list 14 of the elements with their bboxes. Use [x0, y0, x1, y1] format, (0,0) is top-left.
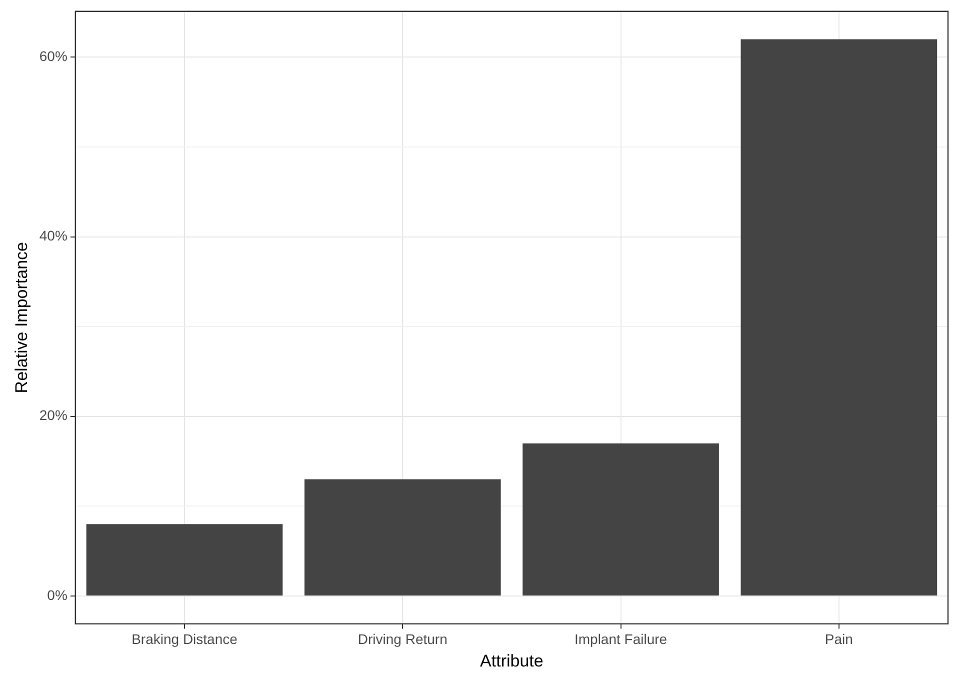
bar — [522, 443, 719, 596]
x-tick-label: Implant Failure — [574, 631, 668, 648]
bar — [86, 524, 283, 596]
x-tick-label: Braking Distance — [132, 631, 238, 648]
bar — [740, 39, 938, 596]
x-axis-title: Attribute — [480, 651, 544, 670]
y-tick-label: 60% — [39, 48, 68, 64]
y-tick-label: 0% — [47, 586, 68, 603]
x-tick-label: Pain — [824, 631, 853, 648]
x-tick-label: Driving Return — [358, 631, 448, 648]
y-axis-title: Relative Importance — [12, 242, 31, 394]
y-tick-label: 40% — [39, 228, 68, 244]
y-tick-label: 20% — [39, 407, 68, 424]
bar — [304, 479, 501, 596]
